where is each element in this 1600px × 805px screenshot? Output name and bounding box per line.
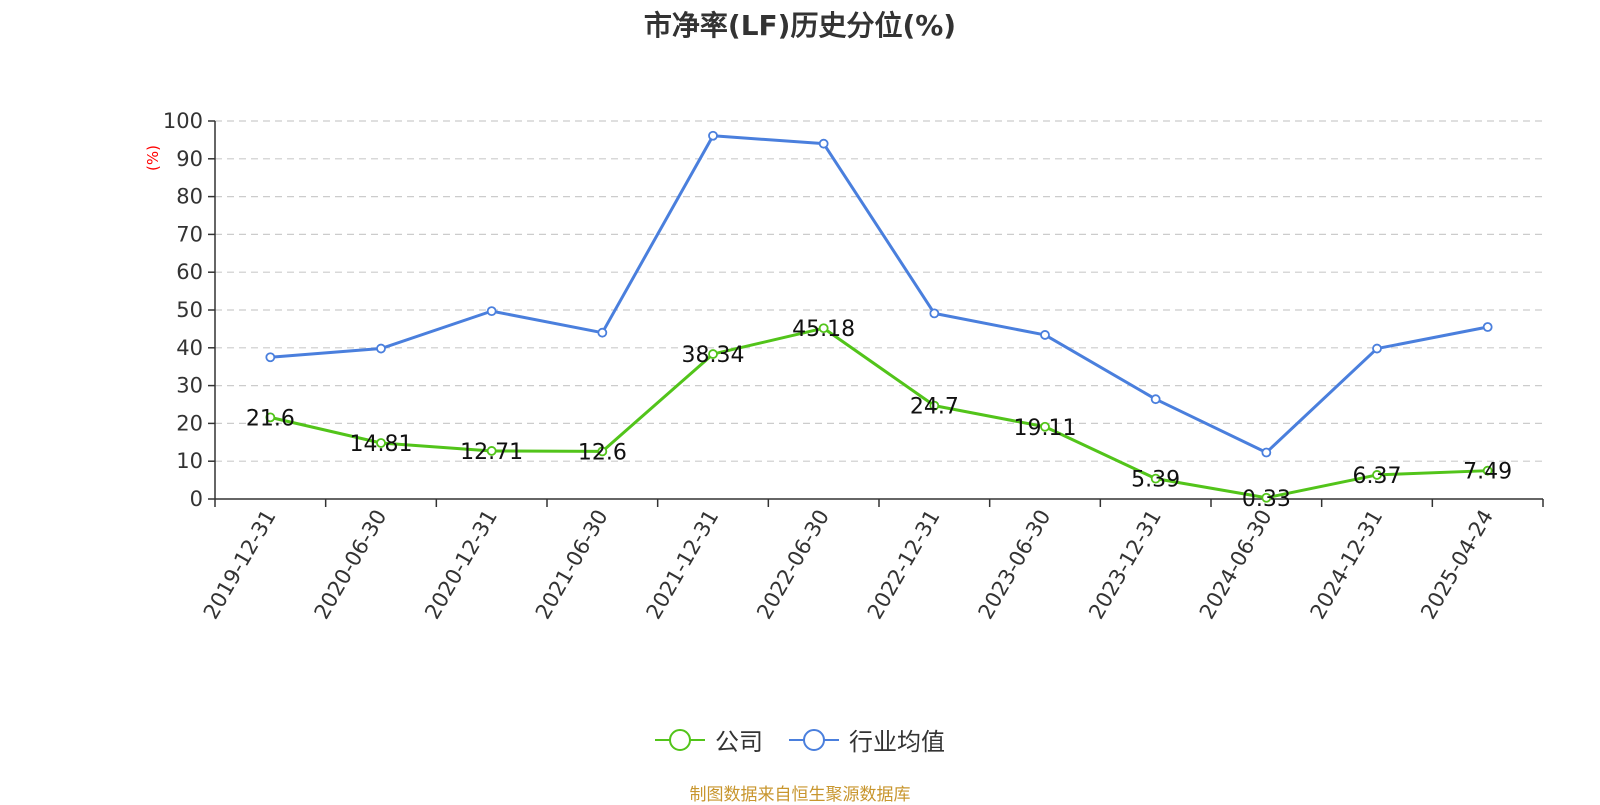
data-label: 7.49 xyxy=(1463,460,1512,485)
y-tick-label: 40 xyxy=(176,336,203,360)
data-point xyxy=(1482,465,1493,476)
x-tick-label: 2023-06-30 xyxy=(974,506,1056,624)
y-tick-label: 70 xyxy=(176,222,203,246)
grid-lines xyxy=(215,120,1543,462)
x-tick-label: 2023-12-31 xyxy=(1084,506,1166,624)
legend-line-circle-icon xyxy=(789,728,839,751)
data-label: 21.6 xyxy=(246,406,295,431)
data-point xyxy=(708,130,718,141)
legend-label: 公司 xyxy=(715,728,763,756)
series-line xyxy=(269,326,1488,500)
y-tick-label: 0 xyxy=(190,487,203,511)
x-tick-label: 2022-12-31 xyxy=(863,506,945,624)
data-labels: 21.6 14.81 12.71 12.6 38.34 45.18 24.7 19.11 5.3… xyxy=(246,317,1512,512)
y-tick-label: 10 xyxy=(176,449,203,473)
data-point xyxy=(1261,492,1272,503)
data-label: 5.39 xyxy=(1131,468,1180,493)
legend-item-company[interactable]: 公司 xyxy=(655,722,763,757)
data-point xyxy=(1150,473,1161,484)
data-point xyxy=(1482,322,1493,332)
data-point xyxy=(818,323,829,334)
data-label: 0.33 xyxy=(1242,487,1291,512)
data-point xyxy=(929,308,940,319)
y-tick-label: 90 xyxy=(176,147,203,171)
y-axis-label: (%) xyxy=(144,145,162,171)
data-label: 19.11 xyxy=(1014,416,1077,441)
data-point xyxy=(376,343,386,354)
x-tick-label: 2021-12-31 xyxy=(642,506,724,624)
data-point xyxy=(1261,447,1272,458)
x-tick-label: 2024-06-30 xyxy=(1195,506,1277,624)
x-tick-label: 2020-06-30 xyxy=(310,506,392,624)
y-tick-label: 20 xyxy=(176,411,203,435)
legend-label: 行业均值 xyxy=(849,728,945,756)
y-tick-label: 100 xyxy=(163,109,203,133)
x-tick-label: 2021-06-30 xyxy=(531,506,613,624)
x-tick-label: 2025-04-24 xyxy=(1416,506,1498,624)
series-line xyxy=(270,134,1488,455)
y-tick-label: 50 xyxy=(176,298,203,322)
data-point xyxy=(708,349,718,359)
chart-title: 市净率(LF)历史分位(%) xyxy=(643,9,957,42)
data-label: 14.81 xyxy=(350,432,413,457)
data-point xyxy=(818,138,829,149)
data-point xyxy=(265,412,276,423)
data-point xyxy=(376,438,386,448)
y-tick-label: 30 xyxy=(176,374,203,398)
x-tick-label: 2024-12-31 xyxy=(1306,506,1388,624)
x-tick-label: 2022-06-30 xyxy=(752,506,834,624)
data-point xyxy=(1040,421,1050,432)
data-label: 38.34 xyxy=(682,343,745,368)
y-tick-label: 80 xyxy=(176,185,203,209)
source-note: 制图数据来自恒生聚源数据库 xyxy=(689,785,911,805)
data-point xyxy=(597,446,608,457)
data-point xyxy=(597,327,608,338)
series-lines xyxy=(265,130,1493,503)
data-point xyxy=(265,352,276,363)
legend-item-industry-average[interactable]: 行业均值 xyxy=(789,722,945,757)
data-point xyxy=(1150,394,1161,405)
data-point xyxy=(1372,343,1382,354)
x-tick-label: 2019-12-31 xyxy=(199,506,281,624)
data-point xyxy=(486,306,497,317)
data-point xyxy=(486,446,497,456)
data-label: 12.71 xyxy=(460,440,523,465)
legend: 公司 行业均值 xyxy=(0,722,1600,757)
data-point xyxy=(1040,330,1050,340)
data-label: 45.18 xyxy=(792,317,855,342)
data-point xyxy=(929,400,940,411)
legend-line-circle-icon xyxy=(655,728,705,751)
data-label: 12.6 xyxy=(578,440,627,465)
y-tick-label: 60 xyxy=(176,260,203,284)
x-tick-label: 2020-12-31 xyxy=(420,506,502,624)
data-label: 24.7 xyxy=(910,395,959,420)
data-point xyxy=(1372,470,1382,480)
data-label: 6.37 xyxy=(1353,464,1402,489)
